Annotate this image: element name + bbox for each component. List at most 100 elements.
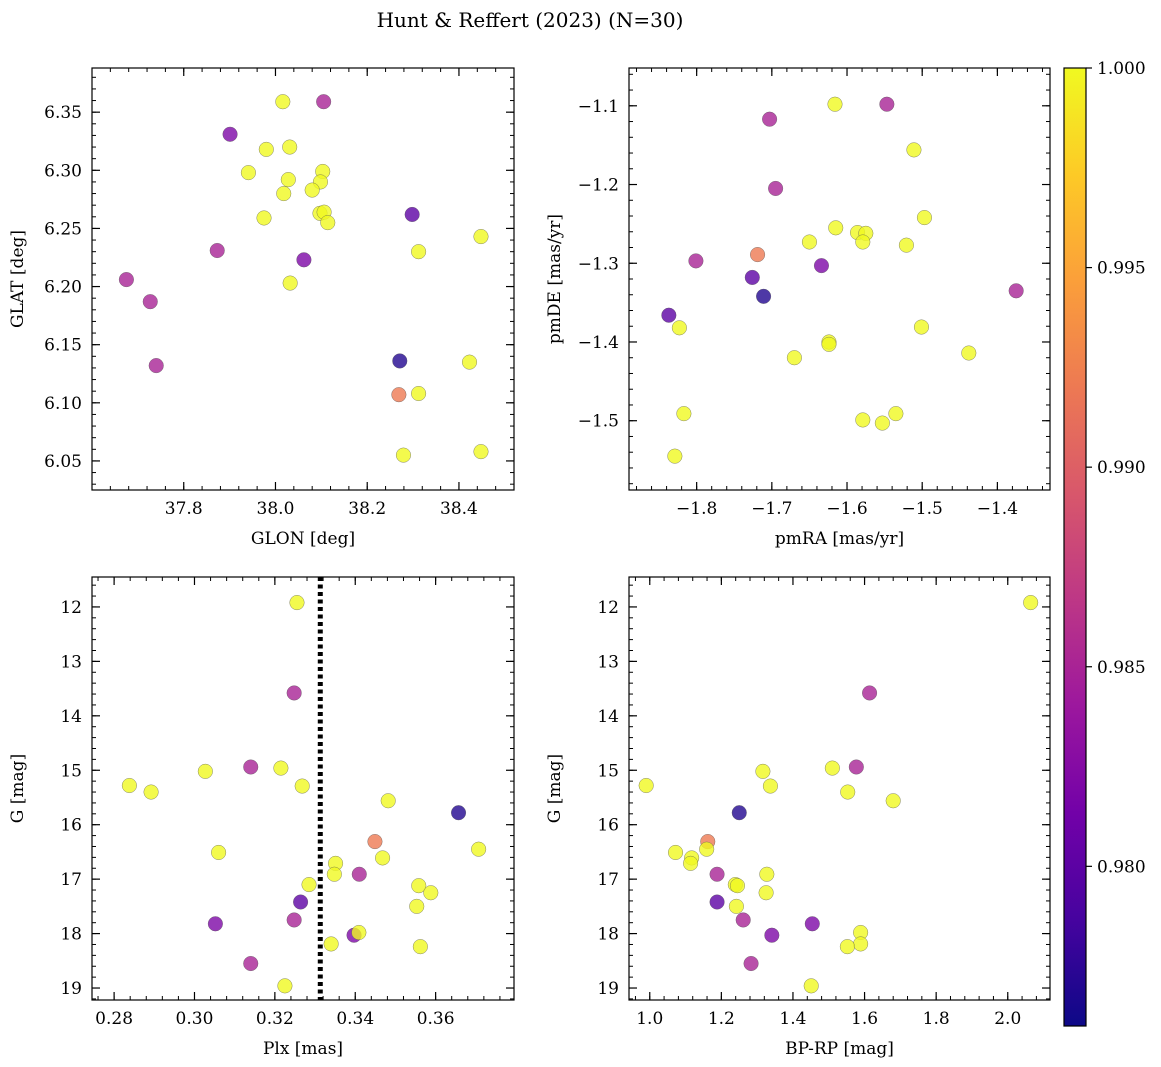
data-point — [699, 841, 715, 857]
data-point — [768, 180, 784, 197]
panel-plx-g: 0.28 0.30 0.32 0.34 0.36 12 13 14 15 16 17 18 19 Plx … — [8, 576, 515, 1059]
data-point — [744, 269, 760, 285]
plot-frame — [628, 67, 1051, 491]
data-point — [828, 220, 844, 236]
data-point — [296, 252, 312, 268]
x-tick-label: 0.30 — [176, 1009, 214, 1029]
data-point — [731, 805, 747, 821]
y-tick-label: 14 — [60, 707, 82, 727]
y-tick-label: 6.25 — [44, 219, 82, 239]
y-tick-label: 16 — [597, 816, 619, 836]
data-point — [380, 793, 396, 809]
data-point — [207, 916, 223, 932]
y-tick-label: 6.10 — [44, 394, 82, 414]
data-point — [1023, 595, 1039, 611]
data-point — [821, 336, 837, 352]
plot-frame — [91, 67, 515, 491]
y-axis-label: G [mag] — [8, 754, 28, 823]
colorbar-tick-label: 0.995 — [1097, 259, 1146, 279]
data-point — [351, 924, 367, 941]
x-axis-label: pmRA [mas/yr] — [775, 529, 904, 549]
data-point — [243, 759, 259, 775]
data-point — [916, 210, 933, 226]
data-point — [961, 345, 977, 361]
data-point — [688, 253, 704, 269]
data-point — [862, 685, 878, 701]
data-point — [275, 94, 291, 110]
data-point — [671, 320, 687, 336]
data-point — [412, 939, 428, 955]
colorbar-tick-label: 0.990 — [1097, 458, 1146, 478]
x-tick-label: 38.0 — [257, 499, 295, 519]
y-tick-label: 6.15 — [44, 336, 82, 356]
data-point — [803, 978, 819, 994]
data-point — [473, 229, 489, 245]
data-point — [392, 353, 408, 369]
y-tick-label: 19 — [597, 979, 619, 999]
data-point — [367, 834, 383, 850]
data-point — [885, 793, 901, 809]
data-point — [764, 927, 780, 943]
y-tick-label: −1.1 — [578, 97, 619, 117]
x-tick-label: 37.8 — [165, 499, 203, 519]
data-point — [755, 763, 771, 779]
data-point — [906, 142, 922, 158]
y-tick-label: 15 — [60, 761, 82, 781]
x-tick-label: 38.4 — [440, 499, 478, 519]
y-axis-label: pmDE [mas/yr] — [545, 214, 565, 344]
data-point — [839, 939, 855, 955]
figure-title: Hunt & Reffert (2023) (N=30) — [377, 8, 684, 32]
data-point — [118, 272, 134, 288]
data-point — [758, 885, 774, 901]
colorbar-tick-label: 1.000 — [1097, 59, 1146, 79]
data-point — [282, 139, 298, 155]
data-point — [211, 844, 227, 861]
y-tick-label: 17 — [597, 870, 619, 890]
data-point — [461, 354, 478, 370]
y-tick-label: 12 — [60, 598, 82, 618]
data-point — [256, 210, 272, 226]
data-point — [391, 387, 407, 403]
data-point — [351, 866, 367, 882]
y-tick-label: −1.5 — [578, 412, 619, 432]
data-point — [411, 878, 427, 894]
x-tick-label: 1.8 — [923, 1009, 950, 1029]
y-axis-label: G [mag] — [545, 754, 565, 823]
x-tick-label: −1.8 — [676, 499, 717, 519]
data-point — [855, 234, 871, 250]
data-point — [294, 778, 310, 794]
data-point — [813, 258, 830, 274]
data-point — [750, 247, 766, 263]
y-axis-label: GLAT [deg] — [8, 230, 28, 328]
x-tick-label: 1.4 — [779, 1009, 806, 1029]
y-tick-label: 6.20 — [44, 278, 82, 298]
y-tick-label: 18 — [60, 925, 82, 945]
x-tick-label: 1.0 — [636, 1009, 663, 1029]
data-point — [243, 955, 259, 972]
data-point — [661, 307, 677, 323]
panel-bprp-g: 1.0 1.2 1.4 1.6 1.8 2.0 12 13 14 15 16 17 18 19 BP-RP … — [545, 576, 1051, 1059]
panels: 37.8 38.0 38.2 38.4 6.05 6.10 6.15 6.20 6.25 6.30… — [8, 67, 1051, 1059]
data-point — [289, 595, 305, 611]
plot-frame — [628, 576, 1051, 1001]
y-tick-label: 6.05 — [44, 452, 82, 472]
data-point — [450, 805, 467, 821]
y-tick-label: 16 — [60, 816, 82, 836]
y-tick-label: 6.30 — [44, 161, 82, 181]
y-tick-label: 12 — [597, 598, 619, 618]
data-point — [840, 784, 856, 800]
data-point — [395, 447, 412, 463]
x-tick-label: 38.2 — [348, 499, 386, 519]
data-point — [286, 685, 302, 701]
data-point — [375, 850, 391, 866]
data-point — [848, 759, 864, 775]
y-tick-label: 17 — [60, 870, 82, 890]
data-point — [855, 412, 871, 428]
colorbar-tick-label: 0.985 — [1097, 658, 1146, 678]
data-point — [759, 866, 775, 882]
data-point — [301, 877, 317, 893]
data-point — [667, 844, 684, 861]
data-point — [286, 912, 302, 928]
data-point — [411, 385, 427, 402]
